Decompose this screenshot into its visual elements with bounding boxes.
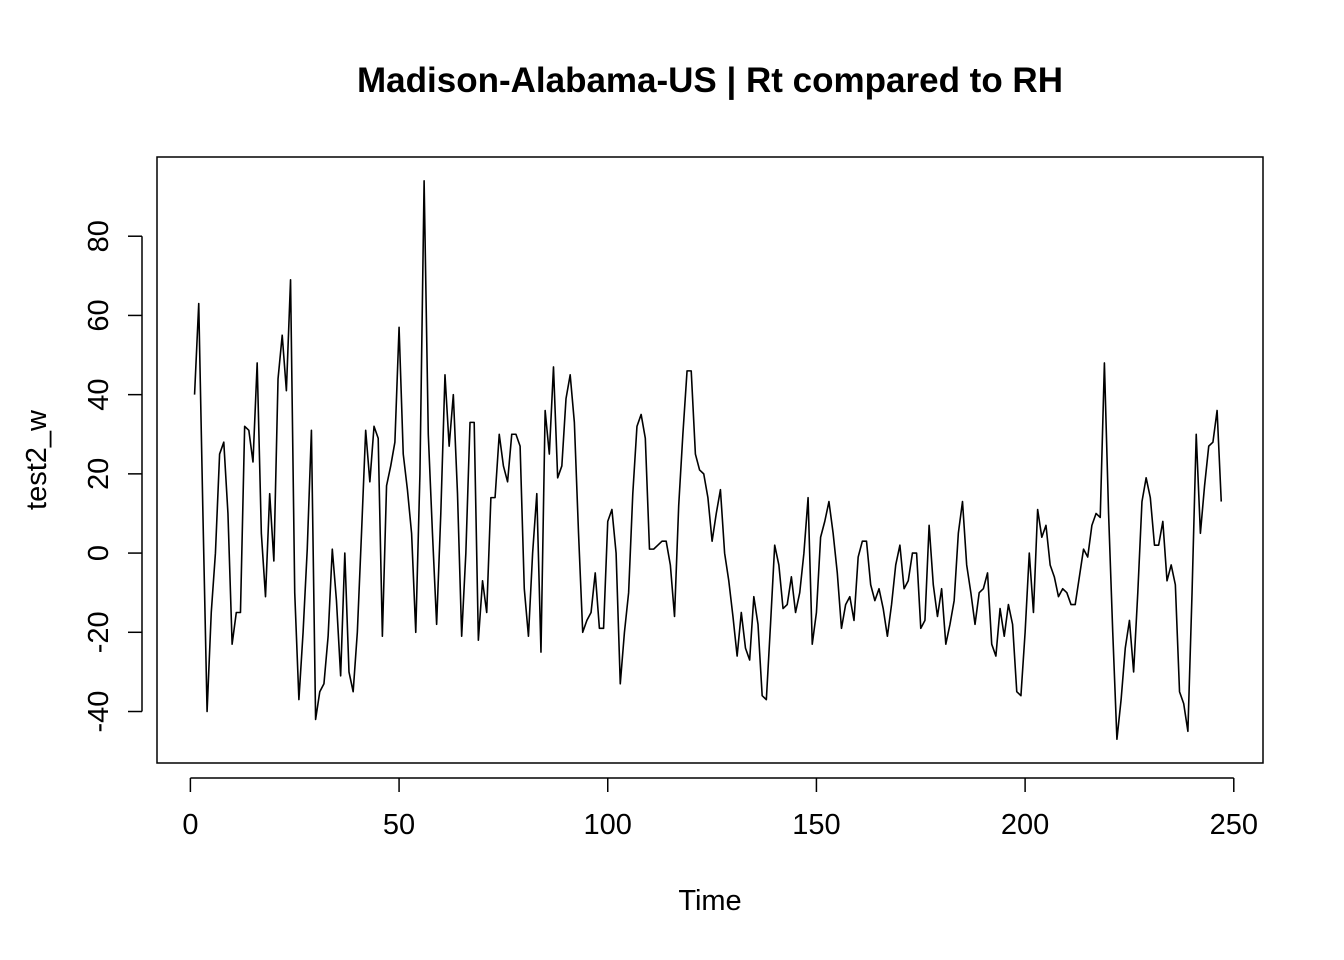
- chart-title: Madison-Alabama-US | Rt compared to RH: [357, 61, 1063, 100]
- y-tick-label: 0: [83, 545, 115, 561]
- y-tick-label: 20: [83, 458, 115, 490]
- x-tick-label: 150: [792, 809, 840, 841]
- series-line: [193, 179, 1223, 741]
- x-tick-label: 250: [1210, 809, 1258, 841]
- y-tick-label: 40: [83, 379, 115, 411]
- x-tick-label: 200: [1001, 809, 1049, 841]
- x-axis: 0 50 100 150 200 250: [182, 777, 1258, 841]
- y-tick-label: 80: [83, 220, 115, 252]
- x-tick-label: 0: [182, 809, 198, 841]
- plot-area: [156, 156, 1264, 764]
- y-axis-label: test2_w: [21, 409, 53, 510]
- y-tick-label: 60: [83, 299, 115, 331]
- x-tick-label: 50: [383, 809, 415, 841]
- y-axis: -40 -20 0 20 40 60 80: [83, 220, 143, 733]
- x-axis-label: Time: [678, 885, 741, 917]
- y-tick-label: -20: [83, 611, 115, 653]
- x-tick-label: 100: [584, 809, 632, 841]
- y-tick-label: -40: [83, 691, 115, 733]
